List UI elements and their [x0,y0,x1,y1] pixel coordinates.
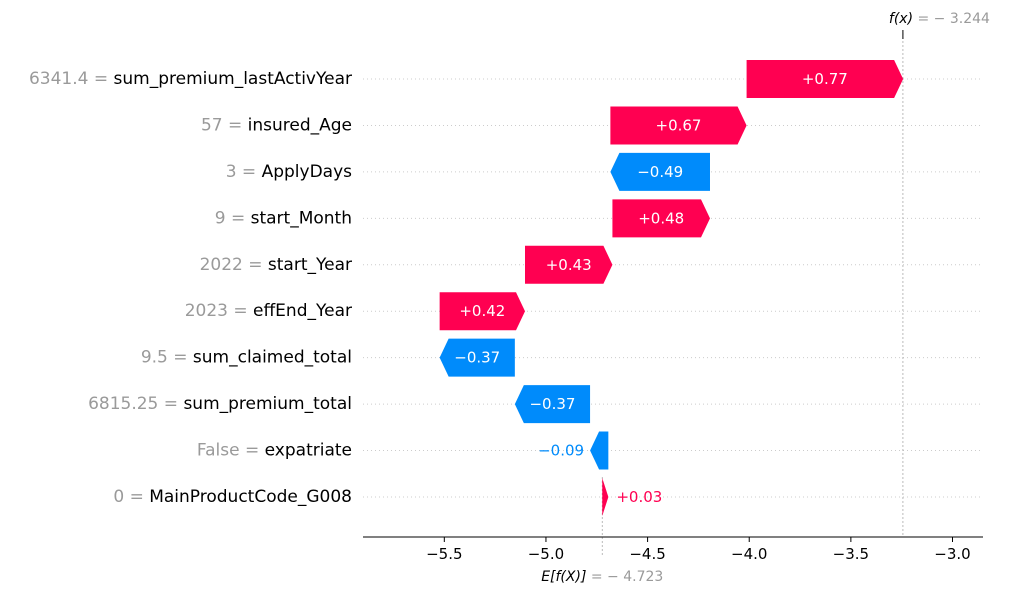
feature-label: 9.5 = sum_claimed_total [141,348,352,368]
feature-value: 6815.25 = [88,394,183,414]
contribution-bar [602,477,609,516]
base-value-annotation: E[f(X)] = − 4.723 [541,569,663,585]
x-tick-label: −3.5 [833,545,869,563]
contribution-label: +0.42 [459,302,505,320]
contribution-bar [610,106,747,145]
feature-value: 2023 = [185,301,253,321]
feature-label: 9 = start_Month [215,208,352,228]
contribution-bar [590,431,609,470]
feature-name: effEnd_Year [253,301,352,321]
contribution-label: +0.67 [656,116,702,134]
x-tick-label: −3.0 [934,545,970,563]
fx-annotation: f(x) = − 3.244 [889,11,990,27]
feature-value: 57 = [201,115,248,135]
contribution-bars: +0.77 +0.67 −0.49 +0.48 +0.43 +0.42 −0.37 −0.37… [439,60,904,516]
x-axis: −5.5 −5.0 −4.5 −4.0 −3.5 −3.0 E[f(X)] = − 4.72… [363,536,983,585]
contribution-bar [439,338,515,377]
contribution-label: +0.43 [546,256,592,274]
feature-value: 6341.4 = [29,69,114,89]
feature-value: 2022 = [200,255,268,275]
feature-name: sum_claimed_total [193,348,352,368]
x-tick-label: −5.5 [426,545,462,563]
contribution-label: −0.37 [529,395,575,413]
feature-name: start_Month [251,208,352,228]
contribution-label: +0.03 [616,488,662,506]
x-tick-label: −4.5 [629,545,665,563]
feature-value: 9.5 = [141,348,193,368]
feature-label: False = expatriate [197,441,352,461]
contribution-bar [439,292,526,331]
feature-value: 9 = [215,208,251,228]
fx-annotation-text: f(x) = − 3.244 [889,11,990,27]
x-tick-label: −4.0 [731,545,767,563]
feature-name: expatriate [265,441,352,461]
feature-label: 0 = MainProductCode_G008 [113,487,352,507]
feature-value: 0 = [113,487,149,507]
feature-name: sum_premium_lastActivYear [114,69,352,89]
contribution-bar [610,152,710,191]
feature-value: 3 = [226,162,262,182]
feature-label: 6815.25 = sum_premium_total [88,394,352,414]
contribution-bar [746,60,904,98]
x-tick-label: −5.0 [528,545,564,563]
feature-labels: 6341.4 = sum_premium_lastActivYear 57 = i… [29,69,352,507]
feature-name: sum_premium_total [183,394,352,414]
contribution-label: +0.48 [638,209,684,227]
feature-name: ApplyDays [262,162,353,182]
feature-label: 57 = insured_Age [201,115,352,135]
fx-label: f(x) [889,11,918,27]
contribution-bar [525,245,613,284]
contribution-label: −0.49 [637,163,683,181]
feature-value: False = [197,441,265,461]
base-value-label: E[f(X)] [541,569,591,585]
contribution-label: −0.09 [538,442,584,460]
contribution-bar [612,199,710,238]
feature-name: MainProductCode_G008 [149,487,352,507]
contribution-label: −0.37 [454,349,500,367]
feature-label: 2023 = effEnd_Year [185,301,352,321]
feature-label: 3 = ApplyDays [226,162,352,182]
feature-name: insured_Age [248,115,352,135]
feature-label: 2022 = start_Year [200,255,352,275]
contribution-bar [514,385,591,424]
feature-label: 6341.4 = sum_premium_lastActivYear [29,69,352,89]
fx-value: = − 3.244 [918,11,991,27]
feature-name: start_Year [268,255,352,275]
base-value-text: = − 4.723 [591,569,663,585]
contribution-label: +0.77 [802,70,848,88]
